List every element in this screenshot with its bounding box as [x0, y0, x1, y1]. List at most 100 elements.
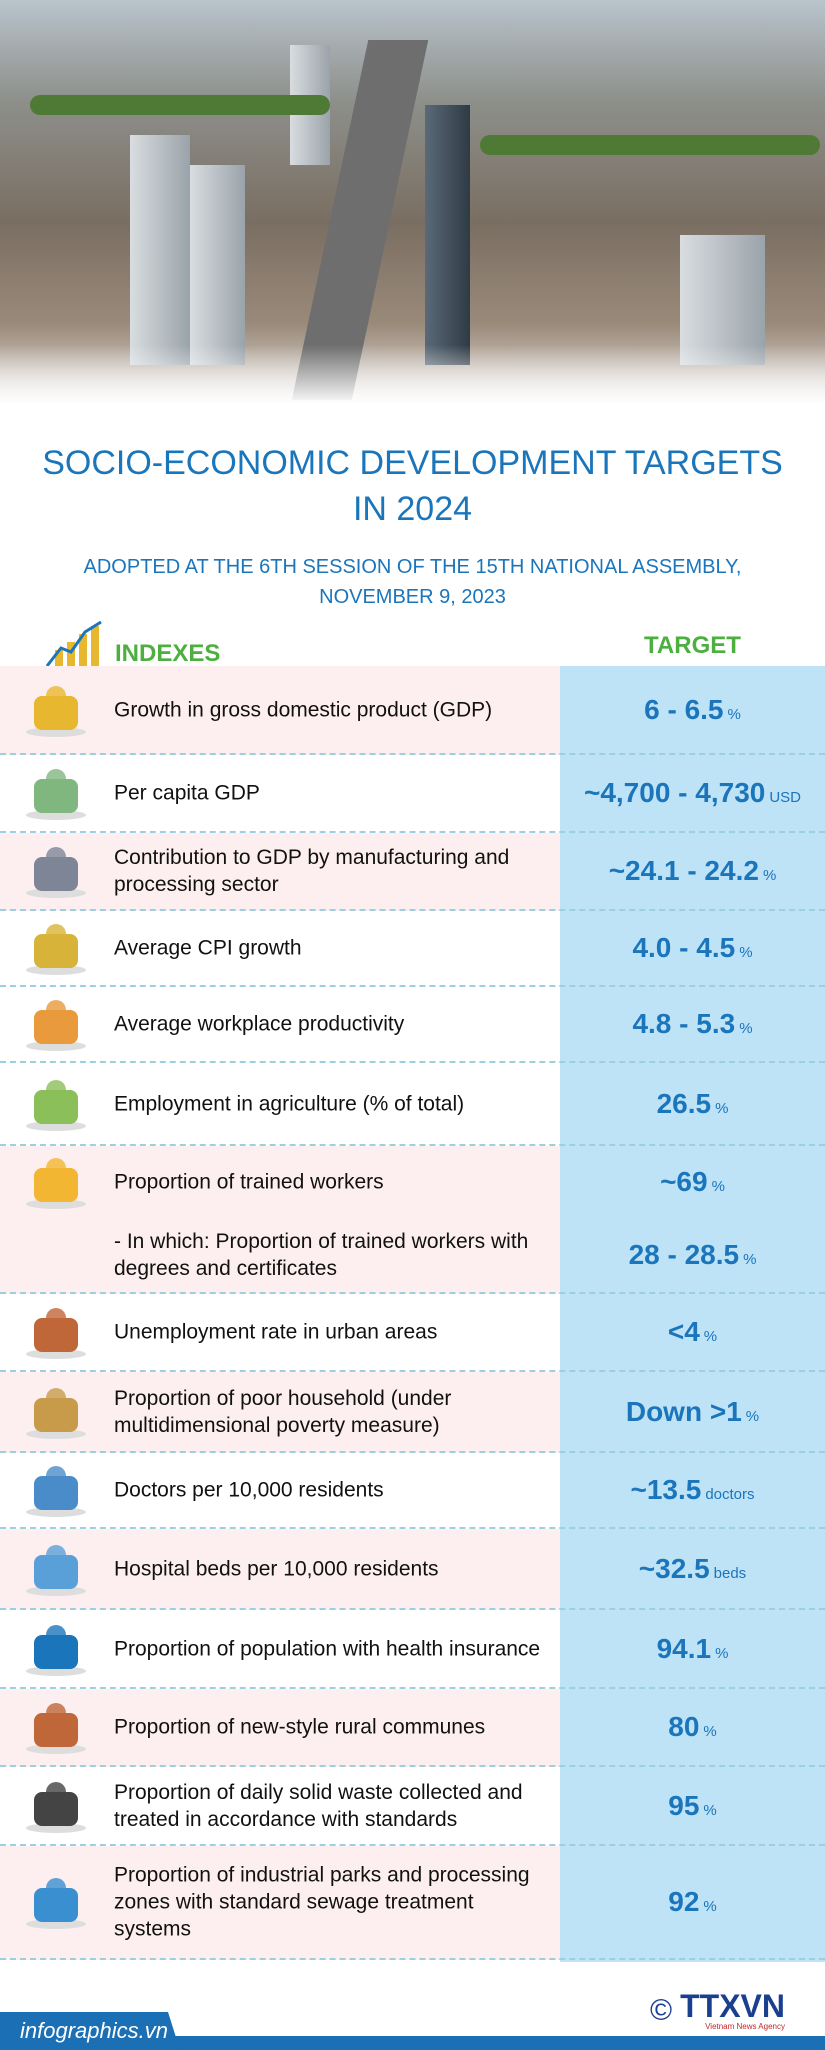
- index-label: Employment in agriculture (% of total): [114, 1092, 465, 1115]
- index-label: Proportion of new-style rural communes: [114, 1715, 486, 1739]
- value-unit: %: [762, 867, 777, 884]
- index-label: Proportion of industrial parks and proce…: [114, 1863, 530, 1941]
- index-label: Proportion of poor household (under mult…: [114, 1386, 452, 1437]
- value-number: 4.8 - 5.3: [632, 1008, 736, 1039]
- value-number: 92: [668, 1886, 700, 1917]
- target-value: 80%: [560, 1711, 825, 1743]
- value-number: 94.1: [656, 1632, 712, 1664]
- value-unit: USD: [769, 789, 802, 806]
- title-line-1: SOCIO-ECONOMIC DEVELOPMENT TARGETS: [42, 444, 783, 482]
- target-value: ~32.5 beds: [560, 1553, 825, 1585]
- table-row: Per capita GDP ~4,700 - 4,730 USD: [0, 755, 825, 833]
- value-number: 4.0 - 4.5: [632, 932, 736, 963]
- table-row: Unemployment rate in urban areas <4%: [0, 1294, 825, 1372]
- index-label: Average CPI growth: [114, 936, 302, 960]
- target-value: Down >1%: [560, 1396, 825, 1428]
- table-row: Hospital beds per 10,000 residents ~32.5 b…: [0, 1529, 825, 1610]
- value-number: ~13.5: [630, 1474, 702, 1505]
- table-row: Proportion of population with health ins…: [0, 1610, 825, 1689]
- table-row: Proportion of poor household (under mult…: [0, 1372, 825, 1453]
- value-unit: %: [739, 944, 753, 961]
- subtitle-line-2: NOVEMBER 9, 2023: [319, 586, 506, 608]
- value-unit: %: [745, 1407, 760, 1425]
- city-aerial-photo: [0, 0, 825, 405]
- rural-house-icon: [26, 1703, 86, 1754]
- page-title: SOCIO-ECONOMIC DEVELOPMENT TARGETS IN 20…: [0, 440, 825, 532]
- target-value: ~4,700 - 4,730 USD: [560, 777, 825, 809]
- value-unit: doctors: [705, 1486, 755, 1503]
- index-label: Doctors per 10,000 residents: [114, 1478, 384, 1502]
- value-number: ~32.5: [638, 1552, 710, 1584]
- money-bag-icon: [26, 685, 86, 737]
- index-label: Per capita GDP: [114, 781, 260, 805]
- health-insurance-icon: [26, 1624, 86, 1676]
- value-number: 95: [668, 1789, 700, 1821]
- value-number: ~24.1 - 24.2: [608, 855, 759, 886]
- ttxvn-logo: © TTXVN Vietnam News Agency: [650, 1990, 785, 2032]
- index-label: Proportion of daily solid waste collecte…: [114, 1780, 523, 1831]
- value-number: 28 - 28.5: [628, 1239, 740, 1270]
- index-label: - In which: Proportion of trained worker…: [114, 1230, 529, 1280]
- value-unit: %: [743, 1251, 757, 1268]
- table-row: Proportion of daily solid waste collecte…: [0, 1767, 825, 1846]
- farmer-icon: [26, 1079, 86, 1131]
- index-label: Hospital beds per 10,000 residents: [114, 1557, 439, 1580]
- index-label: Growth in gross domestic product (GDP): [114, 698, 493, 721]
- value-number: ~69: [660, 1166, 708, 1197]
- target-value: 26.5%: [560, 1088, 825, 1120]
- target-value: <4%: [560, 1316, 825, 1348]
- target-value: 4.0 - 4.5%: [560, 932, 825, 964]
- logo-text: TTXVN: [680, 1988, 785, 2024]
- table-row: Proportion of trained workers ~69%: [0, 1146, 825, 1218]
- garbage-bags-icon: [26, 1781, 86, 1833]
- target-value: 95%: [560, 1790, 825, 1822]
- value-unit: %: [727, 705, 741, 723]
- footer-bar: [0, 2036, 825, 2050]
- agency-name: Vietnam News Agency: [705, 2022, 785, 2031]
- subtitle: ADOPTED AT THE 6TH SESSION OF THE 15TH N…: [0, 552, 825, 612]
- sewage-pipe-icon: [26, 1878, 86, 1929]
- value-unit: %: [715, 1644, 729, 1662]
- index-label: Average workplace productivity: [114, 1012, 405, 1036]
- index-label: Proportion of population with health ins…: [114, 1637, 541, 1660]
- value-number: 6 - 6.5: [644, 693, 724, 725]
- table-row: Average workplace productivity 4.8 - 5.3%: [0, 987, 825, 1063]
- indexes-header: INDEXES: [115, 640, 221, 667]
- table-row: Proportion of industrial parks and proce…: [0, 1846, 825, 1960]
- unemployed-people-icon: [26, 1308, 86, 1359]
- value-number: 80: [668, 1711, 700, 1742]
- target-value: 92%: [560, 1886, 825, 1918]
- factory-conveyor-icon: [26, 847, 86, 898]
- site-link[interactable]: infographics.vn: [0, 2012, 180, 2050]
- target-value: 28 - 28.5%: [560, 1239, 825, 1271]
- target-value: 4.8 - 5.3%: [560, 1008, 825, 1040]
- target-value: ~69%: [560, 1166, 825, 1198]
- value-unit: beds: [713, 1564, 747, 1582]
- title-line-2: IN 2024: [352, 490, 473, 528]
- target-header: TARGET: [644, 632, 741, 659]
- value-number: 26.5: [656, 1087, 712, 1119]
- index-label: Proportion of trained workers: [114, 1170, 384, 1194]
- rising-coins-chart-icon: [45, 620, 102, 668]
- copyright-symbol: ©: [650, 1994, 673, 2027]
- table-row: Growth in gross domestic product (GDP) 6 …: [0, 666, 825, 755]
- hut-icon: [26, 1387, 86, 1439]
- index-label: Contribution to GDP by manufacturing and…: [114, 846, 510, 896]
- hospital-bed-icon: [26, 1544, 86, 1596]
- value-unit: %: [703, 1801, 717, 1819]
- table-row: Doctors per 10,000 residents ~13.5 doctors: [0, 1453, 825, 1529]
- value-number: <4: [667, 1316, 700, 1347]
- value-unit: %: [715, 1099, 729, 1117]
- target-value: 6 - 6.5%: [560, 694, 825, 726]
- value-unit: %: [703, 1328, 718, 1345]
- table-row: Contribution to GDP by manufacturing and…: [0, 833, 825, 911]
- target-value: 94.1%: [560, 1633, 825, 1665]
- cash-stack-icon: [26, 769, 86, 820]
- table-row: Average CPI growth 4.0 - 4.5%: [0, 911, 825, 987]
- engineer-icon: [26, 1158, 86, 1209]
- value-number: Down >1: [625, 1395, 742, 1427]
- index-label: Unemployment rate in urban areas: [114, 1320, 438, 1344]
- table-row: Employment in agriculture (% of total) 26…: [0, 1063, 825, 1146]
- value-unit: %: [703, 1723, 717, 1740]
- value-unit: %: [739, 1020, 753, 1037]
